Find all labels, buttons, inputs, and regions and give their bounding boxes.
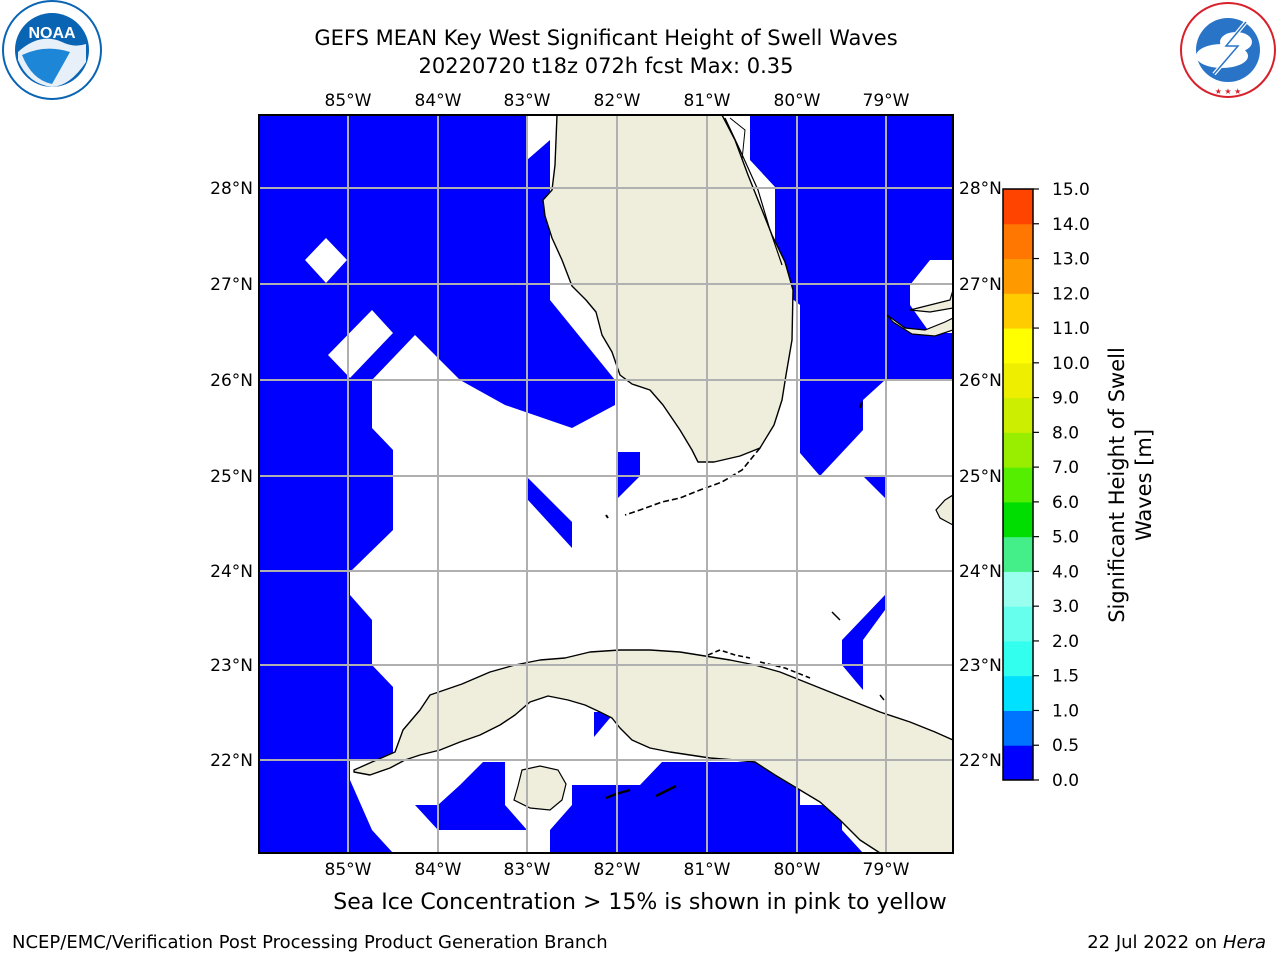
colorbar-frame xyxy=(1002,188,1034,781)
lon-label: 82°W xyxy=(594,91,641,111)
colorbar-bin xyxy=(1003,467,1033,503)
colorbar-bin xyxy=(1003,189,1033,225)
colorbar: 0.0 0.5 1.0 1.5 2.0 3.0 4.0 5.0 6.0 7.0 8.0 9.0 10.0… xyxy=(1002,180,1156,791)
lat-label: 23°N xyxy=(210,656,253,676)
colorbar-bin xyxy=(1003,432,1033,468)
lon-label: 80°W xyxy=(774,860,821,880)
lat-label: 22°N xyxy=(959,751,1002,771)
chart-subtitle: 20220720 t18z 072h fcst Max: 0.35 xyxy=(418,54,794,78)
colorbar-bin xyxy=(1003,223,1033,260)
lon-label: 85°W xyxy=(325,860,372,880)
lon-label: 85°W xyxy=(325,91,372,111)
noaa-logo-text: NOAA xyxy=(28,25,76,42)
colorbar-bin xyxy=(1003,710,1033,746)
colorbar-tick-label: 11.0 xyxy=(1052,319,1090,339)
lat-label: 22°N xyxy=(210,751,253,771)
colorbar-tick-label: 12.0 xyxy=(1052,284,1090,304)
colorbar-tick-label: 2.0 xyxy=(1052,632,1079,652)
lat-labels-right: 28°N 27°N 26°N 25°N 24°N 23°N 22°N xyxy=(959,179,1002,771)
colorbar-tick-label: 7.0 xyxy=(1052,458,1079,478)
lat-label: 25°N xyxy=(210,467,253,487)
colorbar-bin xyxy=(1003,258,1033,294)
colorbar-bin xyxy=(1003,571,1033,607)
lon-label: 84°W xyxy=(415,860,462,880)
lon-label: 79°W xyxy=(863,91,910,111)
colorbar-tick-label: 4.0 xyxy=(1052,562,1079,582)
lat-label: 24°N xyxy=(959,562,1002,582)
lat-labels-left: 28°N 27°N 26°N 25°N 24°N 23°N 22°N xyxy=(210,179,253,771)
bahamas-abaco xyxy=(909,289,953,313)
florida-keys xyxy=(624,447,761,516)
colorbar-tick-label: 1.0 xyxy=(1052,701,1079,721)
chart-title: GEFS MEAN Key West Significant Height of… xyxy=(314,26,898,50)
colorbar-tick-label: 5.0 xyxy=(1052,528,1079,548)
colorbar-tick-label: 10.0 xyxy=(1052,354,1090,374)
colorbar-tick-label: 9.0 xyxy=(1052,389,1079,409)
lon-label: 82°W xyxy=(594,860,641,880)
colorbar-tick-label: 3.0 xyxy=(1052,597,1079,617)
colorbar-tick-label: 0.5 xyxy=(1052,736,1079,756)
lon-label: 84°W xyxy=(415,91,462,111)
graticule xyxy=(259,115,953,853)
colorbar-bin xyxy=(1003,501,1033,538)
lat-label: 28°N xyxy=(210,179,253,199)
lon-label: 81°W xyxy=(684,860,731,880)
colorbar-tick-label: 0.0 xyxy=(1052,771,1079,791)
host-name: Hera xyxy=(1222,932,1266,953)
lon-label: 79°W xyxy=(863,860,910,880)
lon-label: 83°W xyxy=(504,860,551,880)
nws-logo: ★ ★ ★ xyxy=(1180,2,1276,98)
colorbar-tick-label: 14.0 xyxy=(1052,215,1090,235)
run-date-text: 22 Jul 2022 on xyxy=(1087,932,1218,953)
swell-field-gaps xyxy=(305,238,393,378)
lat-label: 25°N xyxy=(959,467,1002,487)
lat-label: 23°N xyxy=(959,656,1002,676)
colorbar-bin xyxy=(1003,745,1033,781)
lon-labels-top: 85°W 84°W 83°W 82°W 81°W 80°W 79°W xyxy=(325,91,910,111)
noaa-logo: NOAA xyxy=(2,0,102,100)
colorbar-bin xyxy=(1003,675,1033,711)
colorbar-label: Significant Height of Swell xyxy=(1105,347,1129,623)
colorbar-label: Waves [m] xyxy=(1132,429,1156,541)
credit-text: NCEP/EMC/Verification Post Processing Pr… xyxy=(12,932,608,953)
lat-label: 24°N xyxy=(210,562,253,582)
colorbar-bin xyxy=(1003,293,1033,329)
isla-juventud xyxy=(513,765,567,811)
sea-ice-note: Sea Ice Concentration > 15% is shown in … xyxy=(333,890,947,915)
lon-label: 81°W xyxy=(684,91,731,111)
lon-labels-bottom: 85°W 84°W 83°W 82°W 81°W 80°W 79°W xyxy=(325,860,910,880)
colorbar-bin xyxy=(1003,536,1033,572)
lat-label: 28°N xyxy=(959,179,1002,199)
lat-label: 26°N xyxy=(210,371,253,391)
colorbar-tick-label: 6.0 xyxy=(1052,493,1079,513)
colorbar-bin xyxy=(1003,328,1033,364)
bahamas-grand xyxy=(886,314,953,337)
lat-label: 27°N xyxy=(210,275,253,295)
colorbar-tick-label: 8.0 xyxy=(1052,423,1079,443)
lon-label: 83°W xyxy=(504,91,551,111)
colorbar-bin xyxy=(1003,640,1033,677)
colorbar-tick-label: 13.0 xyxy=(1052,250,1090,270)
bahamas-andros xyxy=(935,494,953,526)
colorbar-bin xyxy=(1003,362,1033,399)
cuba-land xyxy=(353,649,953,853)
florida-land xyxy=(542,115,794,463)
lat-label: 27°N xyxy=(959,275,1002,295)
lon-label: 80°W xyxy=(774,91,821,111)
colorbar-tick-label: 15.0 xyxy=(1052,180,1090,200)
colorbar-bin xyxy=(1003,397,1033,433)
svg-text:★ ★ ★: ★ ★ ★ xyxy=(1215,87,1242,96)
map: 85°W 84°W 83°W 82°W 81°W 80°W 79°W 85°W … xyxy=(210,91,1002,880)
lat-label: 26°N xyxy=(959,371,1002,391)
colorbar-tick-label: 1.5 xyxy=(1052,667,1079,687)
run-date: 22 Jul 2022 on Hera xyxy=(1087,932,1266,953)
map-frame xyxy=(258,114,954,854)
colorbar-bin xyxy=(1003,606,1033,642)
